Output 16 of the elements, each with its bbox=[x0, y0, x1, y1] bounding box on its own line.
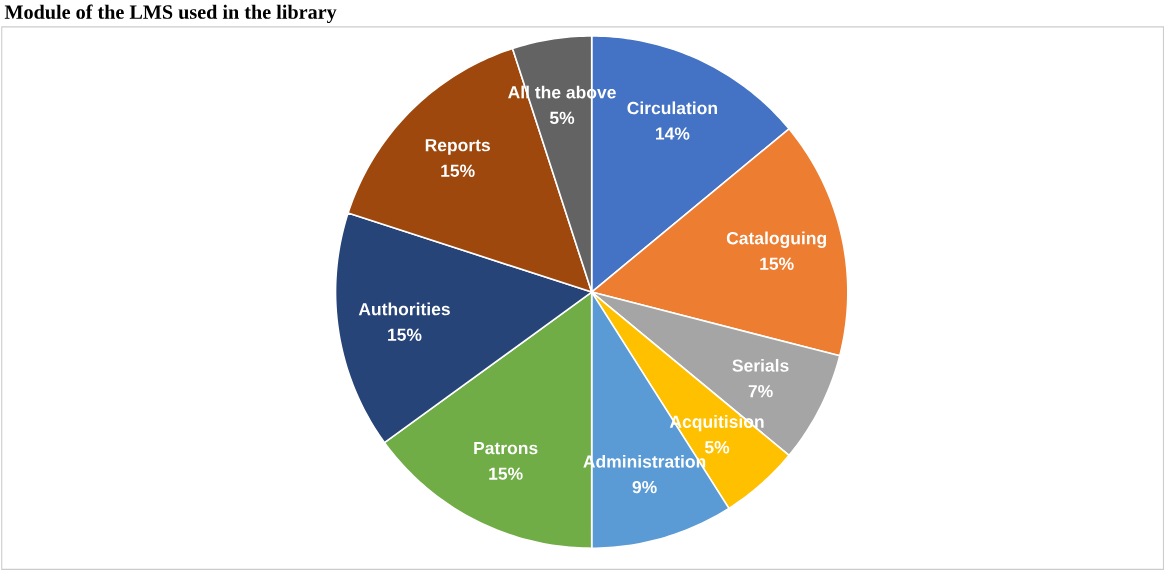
data-label: 9% bbox=[632, 480, 657, 494]
slice-label: Serials bbox=[732, 358, 789, 372]
data-label: 5% bbox=[549, 111, 575, 125]
slice-label: Patrons bbox=[474, 442, 538, 455]
data-label: 15% bbox=[388, 328, 422, 341]
slice-label: Circulation bbox=[627, 101, 717, 115]
data-label: 7% bbox=[748, 385, 773, 398]
data-label: 15% bbox=[441, 164, 475, 177]
text: Module of the LMS used in the library bbox=[4, 4, 337, 24]
data-label: 15% bbox=[760, 257, 794, 270]
slice-label: Cataloguing bbox=[726, 231, 826, 248]
slice-label: Authorities bbox=[358, 302, 450, 316]
data-label: 5% bbox=[704, 441, 730, 454]
data-label: 15% bbox=[489, 467, 523, 480]
slice-label: Reports bbox=[425, 139, 490, 155]
data-label: 14% bbox=[656, 127, 690, 140]
